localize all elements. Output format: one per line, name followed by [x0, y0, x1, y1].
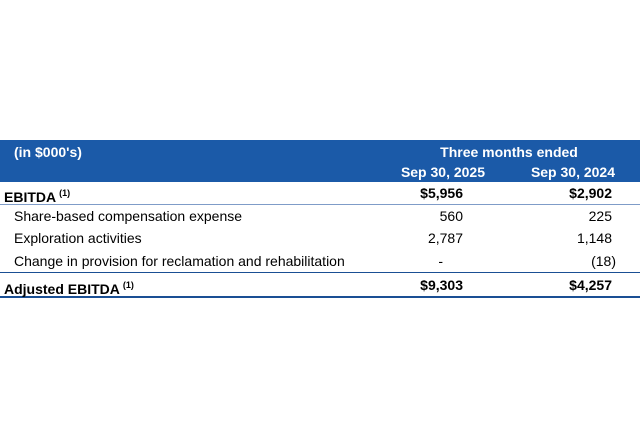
cell-value: 1,148 [576, 230, 612, 246]
row-label: Change in provision for reclamation and … [14, 252, 345, 270]
group-label: Three months ended [440, 144, 578, 160]
cell-value: $2,902 [569, 185, 612, 201]
header-band [0, 140, 640, 182]
unit-label: (in $000's) [14, 144, 82, 160]
row-label-text: Adjusted EBITDA [4, 281, 120, 297]
row-divider [0, 272, 640, 273]
row-label-text: Change in provision for reclamation and … [14, 253, 345, 269]
cell-value: 2,787 [427, 230, 463, 246]
row-label: Exploration activities [14, 229, 142, 247]
note: (1) [59, 188, 71, 198]
cell-value: 560 [439, 208, 463, 224]
cell-value: - [438, 253, 443, 269]
column-header: Sep 30, 2025 [400, 164, 485, 180]
row-label-text: Share-based compensation expense [14, 208, 243, 224]
column-header: Sep 30, 2024 [530, 164, 615, 180]
row-divider [0, 204, 640, 205]
row-divider [0, 296, 640, 298]
note: (1) [122, 280, 134, 290]
row-label-text: Exploration activities [14, 230, 142, 246]
row-label: Share-based compensation expense [14, 207, 242, 225]
cell-value: 225 [588, 208, 612, 224]
cell-value: $9,303 [420, 277, 463, 293]
cell-value: $4,257 [569, 277, 612, 293]
row-label: Adjusted EBITDA (1) [4, 276, 134, 298]
cell-value: $5,956 [420, 185, 463, 201]
cell-value: (18) [591, 253, 616, 269]
row-label: EBITDA (1) [4, 184, 70, 206]
row-label-text: EBITDA [4, 189, 57, 205]
